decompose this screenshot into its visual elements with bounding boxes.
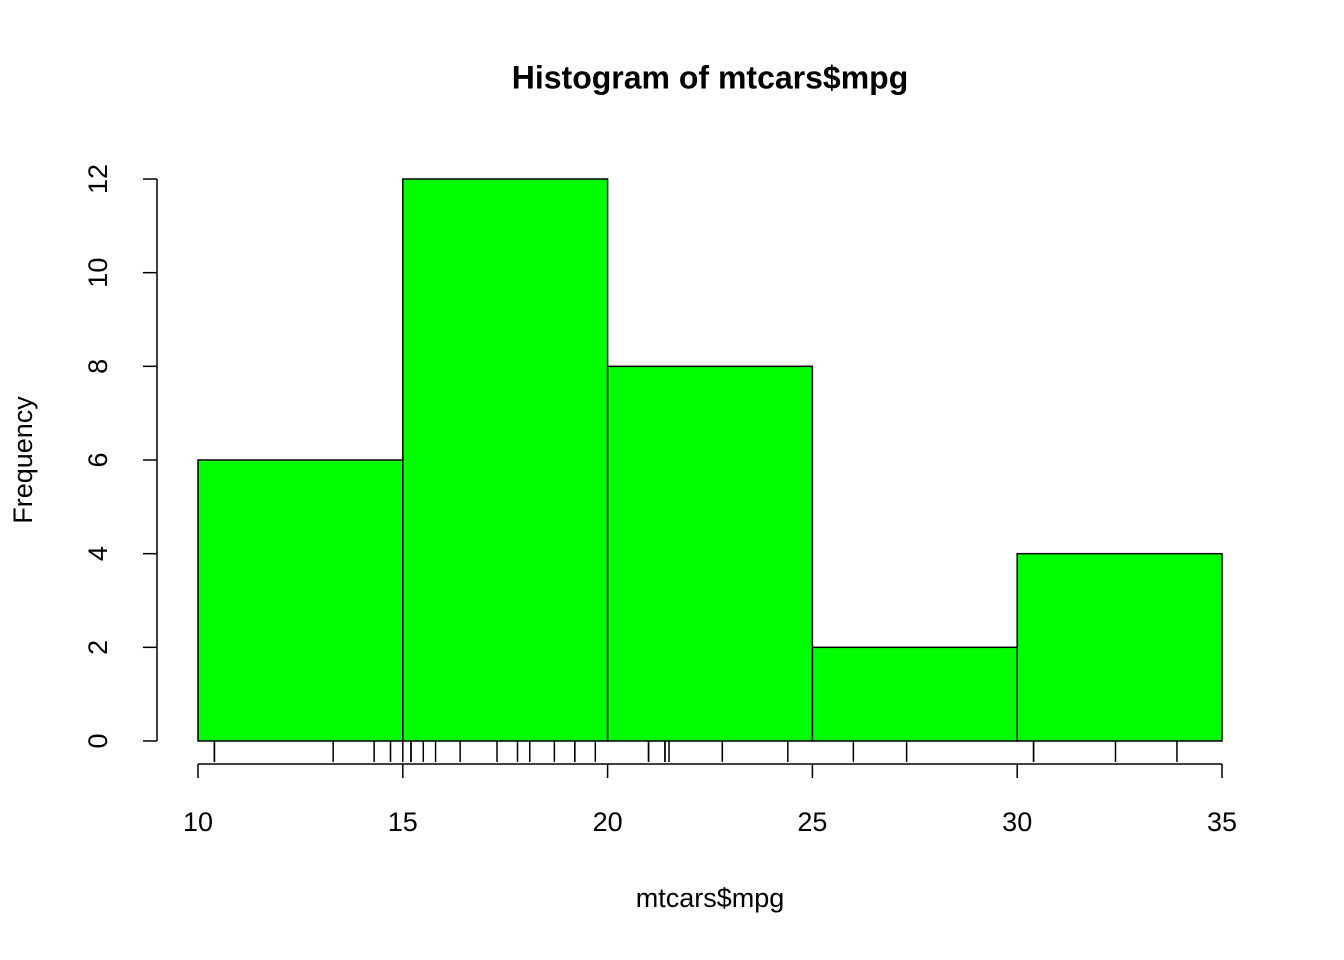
x-tick-label: 30	[1002, 807, 1032, 837]
y-tick-label: 6	[83, 452, 113, 467]
y-tick-label: 4	[83, 546, 113, 561]
x-tick-label: 20	[593, 807, 623, 837]
y-tick-label: 8	[83, 359, 113, 374]
bar	[811, 646, 1018, 742]
x-axis-label: mtcars$mpg	[636, 883, 785, 913]
bar	[402, 178, 609, 742]
y-tick-label: 10	[83, 258, 113, 288]
chart-title: Histogram of mtcars$mpg	[512, 59, 909, 95]
y-axis-label: Frequency	[8, 396, 38, 524]
y-tick-label: 0	[83, 733, 113, 748]
y-tick-label: 2	[83, 640, 113, 655]
x-tick-label: 35	[1207, 807, 1237, 837]
bar	[1016, 552, 1223, 742]
bar	[606, 365, 814, 742]
x-tick-label: 15	[388, 807, 418, 837]
bar	[197, 459, 404, 742]
y-tick-label: 12	[83, 164, 113, 194]
x-tick-label: 25	[797, 807, 827, 837]
x-tick-label: 10	[183, 807, 213, 837]
